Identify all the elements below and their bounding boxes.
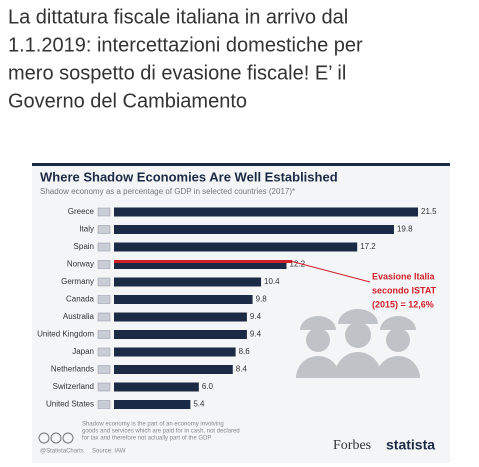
bar — [114, 400, 191, 409]
flag-icon — [97, 225, 111, 234]
statista-logo: statista — [386, 437, 435, 453]
chart-title: Where Shadow Economies Are Well Establis… — [40, 169, 338, 184]
forbes-logo: Forbes — [333, 438, 371, 453]
source: Source: IAW — [92, 449, 126, 455]
bar — [114, 242, 358, 252]
flag-icon — [97, 207, 111, 217]
bar — [114, 347, 236, 357]
bar — [114, 330, 247, 339]
plot: Greece 21.5 Italy 19.8 Spain 17.2 Norway 12.2 Ge… — [37, 207, 437, 409]
annotation-pointer — [292, 261, 371, 283]
cc-icons — [38, 432, 74, 444]
flag-icon — [97, 400, 111, 409]
chart-subtitle: Shadow economy as a percentage of GDP in… — [40, 187, 295, 196]
value-label: 5.4 — [193, 400, 205, 409]
bar — [114, 277, 262, 287]
bar — [114, 295, 253, 304]
category-label: Netherlands — [51, 365, 94, 374]
flag-icon — [97, 277, 111, 287]
flag-icon — [97, 365, 111, 374]
annotation-text: (2015) = 12,6% — [372, 299, 434, 309]
bar — [114, 382, 199, 392]
chart-top-rule — [32, 163, 450, 166]
flag-icon — [97, 242, 111, 252]
bar — [114, 207, 418, 217]
value-label: 12.2 — [290, 260, 306, 269]
post-text: mero sospetto di evasione fiscale! E’ il — [8, 62, 346, 84]
category-label: Australia — [63, 312, 95, 321]
bar — [114, 312, 247, 322]
flag-icon — [97, 295, 111, 304]
category-label: Spain — [74, 242, 94, 251]
bar — [114, 260, 287, 269]
category-label: Germany — [61, 277, 94, 286]
value-label: 19.8 — [397, 225, 413, 234]
annotation-text: Evasione Italia — [372, 271, 436, 281]
flag-icon — [97, 382, 111, 392]
annotation-text: secondo ISTAT — [372, 285, 437, 295]
value-label: 9.4 — [250, 330, 262, 339]
post-text: La dittatura fiscale italiana in arrivo … — [8, 6, 348, 28]
value-label: 9.8 — [256, 295, 268, 304]
value-label: 8.6 — [239, 347, 251, 356]
value-label: 21.5 — [421, 207, 437, 216]
value-label: 6.0 — [202, 382, 214, 391]
post-text: Governo del Cambiamento — [8, 90, 247, 112]
flag-icon — [97, 330, 111, 339]
bar — [114, 365, 233, 374]
category-label: Switzerland — [53, 382, 94, 391]
workers-illustration — [296, 309, 420, 378]
category-label: Greece — [68, 207, 95, 216]
category-label: Japan — [72, 347, 94, 356]
value-label: 8.4 — [236, 365, 248, 374]
category-label: Italy — [79, 225, 94, 234]
bar — [114, 225, 394, 234]
footnote: Shadow economy is the part of an economy… — [82, 422, 224, 428]
category-label: United Kingdom — [37, 330, 94, 339]
value-label: 17.2 — [360, 242, 376, 251]
category-label: Canada — [66, 295, 95, 304]
value-label: 9.4 — [250, 312, 262, 321]
post-text: 1.1.2019: intercettazioni domestiche per — [8, 34, 363, 56]
category-label: Norway — [67, 260, 94, 269]
flag-icon — [97, 260, 111, 269]
flag-icon — [97, 347, 111, 357]
credit: @StatistaCharts — [40, 449, 84, 455]
category-label: United States — [46, 400, 94, 409]
footnote: goods and services which are paid for in… — [82, 429, 240, 435]
flag-icon — [97, 312, 111, 322]
footnote: for tax and therefore not actually part … — [82, 436, 211, 442]
value-label: 10.4 — [264, 277, 280, 286]
